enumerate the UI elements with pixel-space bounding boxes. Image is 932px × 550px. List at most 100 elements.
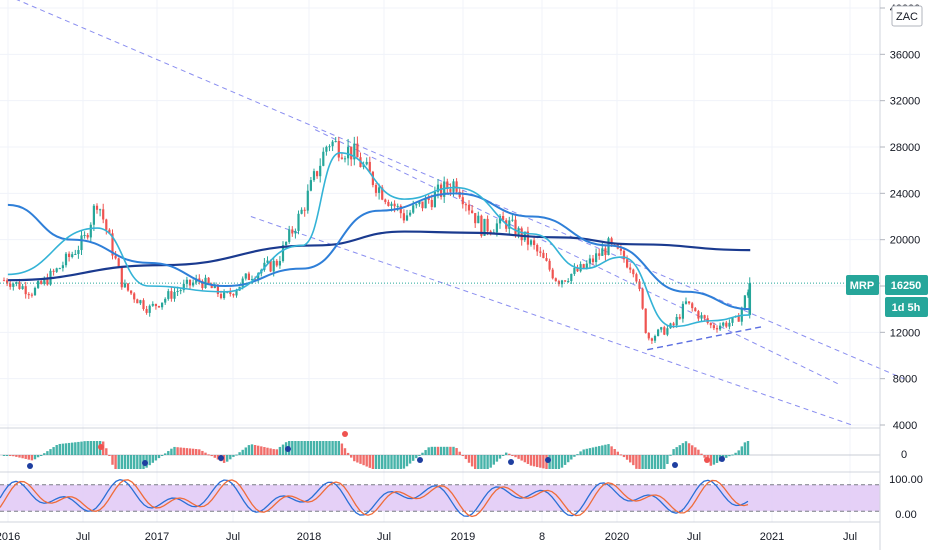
trendline[interactable]: [250, 216, 853, 426]
candle-body: [477, 215, 480, 224]
osc1-bar: [461, 455, 464, 456]
osc1-bar: [160, 455, 164, 456]
currency-badge[interactable]: ZAC: [891, 5, 923, 27]
candle-body: [474, 213, 477, 224]
osc1-bar: [263, 447, 266, 455]
candle-body: [201, 281, 204, 289]
candle-body: [650, 338, 653, 341]
candle-body: [660, 327, 663, 330]
candle-body: [108, 229, 111, 234]
candle: [660, 326, 663, 333]
osc1-bar: [446, 446, 449, 455]
candle: [161, 302, 164, 310]
candle-body: [573, 267, 576, 274]
candle-body: [409, 212, 412, 216]
candle-body: [725, 322, 728, 327]
candle: [508, 216, 511, 234]
candle-body: [703, 315, 706, 319]
candle: [387, 199, 390, 207]
candle-body: [18, 282, 21, 289]
candle-body: [421, 201, 424, 209]
osc1-bar: [616, 451, 619, 455]
candle-body: [40, 281, 43, 284]
trendline[interactable]: [314, 129, 840, 385]
candle: [638, 278, 641, 292]
price-tick-label: 12000: [890, 327, 921, 339]
candle-body: [151, 303, 154, 306]
candle-body: [331, 141, 334, 147]
candle: [399, 204, 402, 219]
candle-body: [89, 224, 92, 238]
candle-body: [347, 146, 350, 159]
candle: [542, 249, 545, 259]
osc1-bar: [164, 453, 167, 455]
osc1-signal-dot: [545, 457, 551, 463]
candle: [37, 278, 40, 289]
osc1-bar: [325, 441, 328, 455]
osc1-bar: [191, 448, 195, 455]
osc1-bar: [148, 455, 151, 466]
candle-body: [542, 252, 545, 259]
time-tick-label: 2018: [297, 531, 321, 543]
price-tick-label: 36000: [890, 49, 921, 61]
osc1-signal-dot: [672, 462, 678, 468]
stoch-d-line: [0, 479, 749, 518]
osc1-bar: [687, 443, 691, 455]
candle: [297, 210, 300, 235]
candle: [95, 203, 99, 214]
candle-body: [452, 181, 455, 192]
candle: [691, 301, 694, 312]
candle: [303, 207, 306, 217]
candle: [384, 198, 387, 205]
candle: [68, 251, 71, 262]
osc1-bar: [563, 455, 567, 465]
candle: [464, 202, 467, 212]
candle: [288, 225, 291, 244]
osc1-bar: [598, 446, 601, 455]
osc1-bar: [315, 441, 319, 455]
osc1-bar: [226, 455, 229, 462]
candle-body: [412, 205, 415, 213]
candle-body: [300, 209, 303, 214]
osc1-bar: [734, 452, 737, 455]
candle: [533, 237, 536, 250]
candle: [120, 266, 123, 290]
osc1-bar: [588, 448, 592, 455]
candle: [40, 279, 43, 285]
candle-body: [381, 187, 384, 200]
candle-body: [92, 205, 95, 225]
osc1-bar: [399, 455, 402, 469]
osc1-bar: [684, 441, 688, 455]
candle: [2, 277, 6, 282]
osc1-bar: [337, 441, 340, 455]
osc1-bar: [585, 448, 588, 455]
candle: [325, 145, 328, 156]
osc1-signal-dot: [285, 446, 291, 452]
osc1-bar: [157, 455, 161, 459]
candle-body: [148, 305, 151, 313]
candle-body: [436, 184, 440, 192]
osc1-bar: [523, 455, 526, 463]
candle-body: [182, 283, 185, 291]
time-axis[interactable]: 2016 Jul 2017 Jul 2018 Jul 2019 8 2020 Jul 2021 Jul: [0, 531, 857, 543]
candle: [641, 287, 644, 310]
candle: [678, 314, 681, 320]
trendline[interactable]: [0, 0, 904, 380]
osc1-bar: [591, 447, 595, 455]
candle-body: [176, 290, 179, 292]
osc1-bar: [167, 451, 170, 455]
trendlines[interactable]: [0, 0, 904, 426]
osc1-bar: [244, 447, 247, 455]
candle-body: [632, 269, 635, 275]
ma-mid-line: [7, 192, 751, 311]
osc1-bar: [207, 454, 210, 456]
osc1-bar: [650, 455, 654, 469]
candle-body: [638, 281, 641, 289]
candle-body: [564, 280, 567, 282]
price-axis[interactable]: 4000800012000160002000024000280003200036…: [880, 3, 920, 432]
candle-body: [719, 325, 722, 330]
candle: [182, 279, 185, 293]
candle: [105, 218, 108, 235]
candle: [192, 279, 195, 288]
